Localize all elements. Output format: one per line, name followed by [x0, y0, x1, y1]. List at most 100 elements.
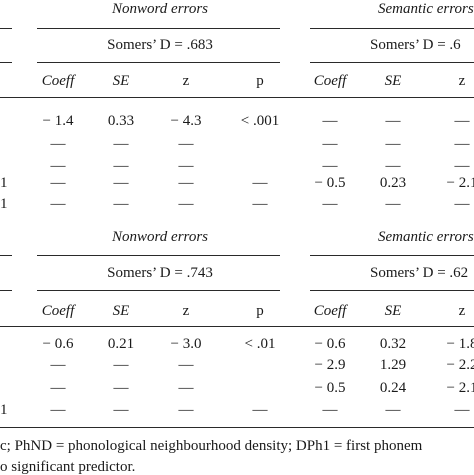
- somers-d-nonword: Somers’ D = .683: [107, 37, 213, 53]
- table-cell: —: [454, 196, 470, 212]
- table-cell: —: [113, 158, 129, 174]
- col-header-z: z: [458, 73, 466, 89]
- table-cell: − 2.1: [446, 175, 474, 191]
- table-cell: − 0.5: [314, 175, 346, 191]
- table-cell: —: [252, 196, 268, 212]
- rule-under-title-a: [37, 28, 280, 29]
- rule-under-title-b: [310, 28, 474, 29]
- table-cell: 0.32: [379, 336, 407, 352]
- col-header-coeff: Coeff: [313, 303, 347, 319]
- col-header-se: SE: [384, 73, 402, 89]
- table-cell: —: [322, 136, 338, 152]
- table-cell: —: [454, 158, 470, 174]
- table-cell: —: [454, 113, 470, 129]
- table-cell: − 2.1: [446, 380, 474, 396]
- row-stub: 1: [0, 402, 8, 418]
- table-cell: —: [385, 402, 401, 418]
- somers-d-semantic: Somers’ D = .62: [370, 265, 469, 281]
- rule-under-somers-b: [310, 62, 474, 63]
- rule-under-somers-b: [310, 290, 474, 291]
- col-header-coeff: Coeff: [313, 73, 347, 89]
- table-cell: —: [113, 357, 129, 373]
- table-cell: —: [113, 402, 129, 418]
- table-cell: 0.21: [107, 336, 135, 352]
- table-cell: —: [50, 158, 66, 174]
- table-cell: − 2.9: [314, 357, 346, 373]
- table-cell: —: [50, 402, 66, 418]
- col-header-z: z: [182, 303, 190, 319]
- table-cell: 0.23: [379, 175, 407, 191]
- table-cell: —: [322, 113, 338, 129]
- col-header-se: SE: [112, 73, 130, 89]
- footnote-line-2: o significant predictor.: [0, 459, 136, 475]
- group-title-nonword: Nonword errors: [112, 1, 208, 17]
- table-cell: —: [113, 175, 129, 191]
- table-cell: —: [113, 380, 129, 396]
- table-cell: < .01: [244, 336, 276, 352]
- table-cell: − 1.4: [42, 113, 74, 129]
- table-cell: —: [454, 402, 470, 418]
- col-header-z: z: [182, 73, 190, 89]
- rule-under-somers-a: [37, 62, 280, 63]
- table-cell: 1.29: [379, 357, 407, 373]
- table-cell: —: [50, 175, 66, 191]
- table-cell: —: [178, 402, 194, 418]
- row-stub: 1: [0, 175, 8, 191]
- rule-under-title-a: [37, 255, 280, 256]
- table-cell: − 4.3: [170, 113, 202, 129]
- rule-under-headers: [0, 326, 474, 327]
- rule-under-title-left: [0, 28, 12, 29]
- somers-d-semantic: Somers’ D = .6: [370, 37, 461, 53]
- col-header-p: p: [256, 303, 264, 319]
- table-cell: —: [178, 380, 194, 396]
- table-cell: —: [322, 402, 338, 418]
- table-cell: —: [322, 158, 338, 174]
- table-cell: —: [178, 158, 194, 174]
- group-title-semantic: Semantic errors: [378, 1, 474, 17]
- group-title-semantic: Semantic errors: [378, 229, 474, 245]
- group-title-nonword: Nonword errors: [112, 229, 208, 245]
- row-stub: 1: [0, 196, 8, 212]
- footnote-line-1: c; PhND = phonological neighbourhood den…: [0, 438, 423, 454]
- col-header-p: p: [256, 73, 264, 89]
- table-cell: 0.33: [107, 113, 135, 129]
- col-header-z: z: [458, 303, 466, 319]
- rule-under-somers-a: [37, 290, 280, 291]
- col-header-se: SE: [384, 303, 402, 319]
- table-cell: —: [385, 113, 401, 129]
- table-cell: —: [252, 402, 268, 418]
- table-bottom-rule: [0, 427, 474, 428]
- table-cell: —: [454, 136, 470, 152]
- col-header-coeff: Coeff: [41, 303, 75, 319]
- table-cell: —: [178, 136, 194, 152]
- table-cell: —: [50, 380, 66, 396]
- table-cell: < .001: [240, 113, 280, 129]
- rule-under-headers: [0, 97, 474, 98]
- table-cell: —: [178, 357, 194, 373]
- table-cell: —: [322, 196, 338, 212]
- somers-d-nonword: Somers’ D = .743: [107, 265, 213, 281]
- table-cell: —: [385, 196, 401, 212]
- table-cell: —: [385, 136, 401, 152]
- table-cell: − 1.8: [446, 336, 474, 352]
- table-cell: —: [178, 196, 194, 212]
- col-header-coeff: Coeff: [41, 73, 75, 89]
- rule-under-title-b: [310, 255, 474, 256]
- rule-under-somers-left: [0, 290, 12, 291]
- table-cell: —: [113, 196, 129, 212]
- table-cell: —: [252, 175, 268, 191]
- table-cell: —: [50, 357, 66, 373]
- rule-under-title-left: [0, 255, 12, 256]
- table-cell: − 0.6: [42, 336, 74, 352]
- table-cell: —: [178, 175, 194, 191]
- table-cell: − 2.2: [446, 357, 474, 373]
- table-cell: − 0.6: [314, 336, 346, 352]
- table-cell: 0.24: [379, 380, 407, 396]
- col-header-se: SE: [112, 303, 130, 319]
- table-cell: —: [50, 196, 66, 212]
- table-cell: − 0.5: [314, 380, 346, 396]
- table-cell: —: [113, 136, 129, 152]
- table-cell: —: [50, 136, 66, 152]
- rule-under-somers-left: [0, 62, 12, 63]
- table-cell: − 3.0: [170, 336, 202, 352]
